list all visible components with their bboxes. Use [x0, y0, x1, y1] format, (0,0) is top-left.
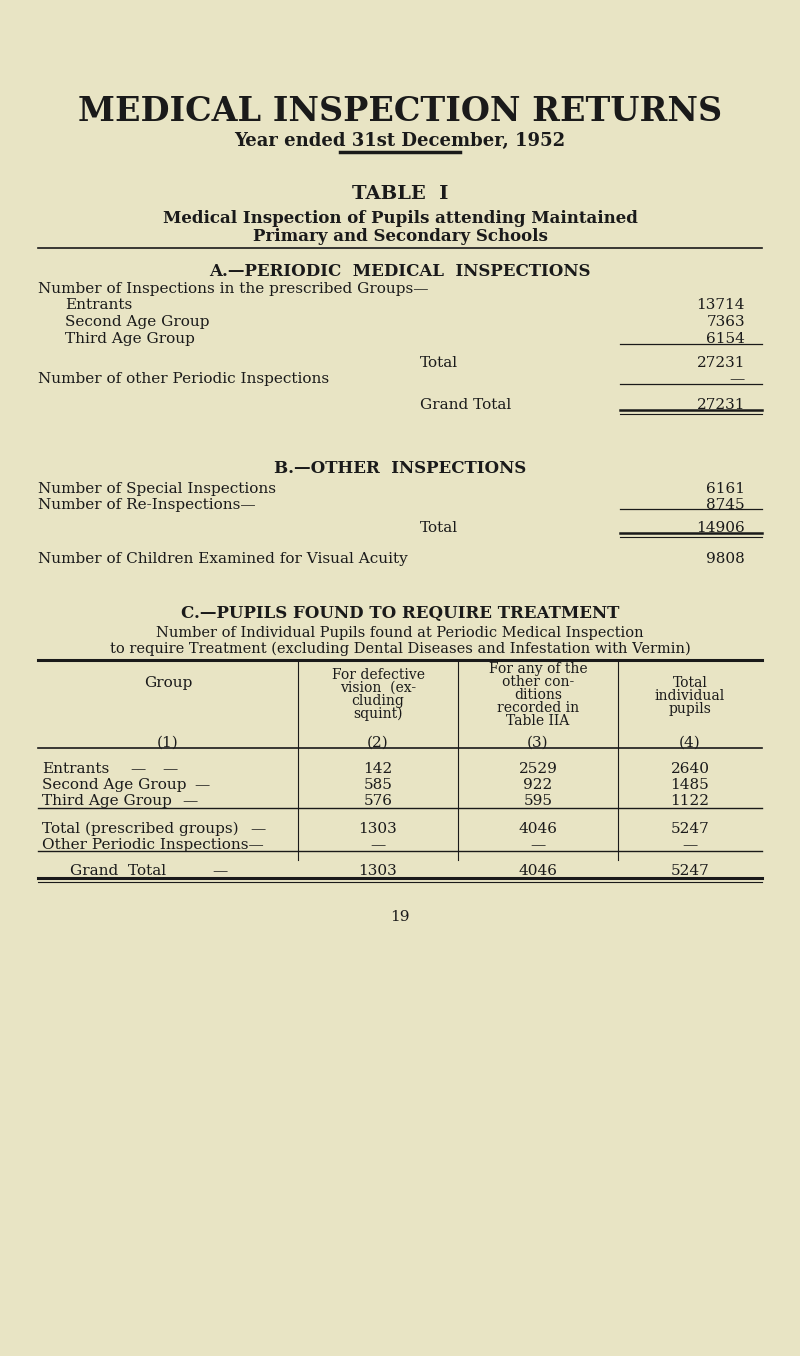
Text: 922: 922: [523, 778, 553, 792]
Text: 14906: 14906: [696, 521, 745, 536]
Text: 585: 585: [363, 778, 393, 792]
Text: Group: Group: [144, 677, 192, 690]
Text: —: —: [370, 838, 386, 852]
Text: Table IIA: Table IIA: [506, 715, 570, 728]
Text: (4): (4): [679, 736, 701, 750]
Text: Total: Total: [420, 521, 458, 536]
Text: For defective: For defective: [331, 669, 425, 682]
Text: Primary and Secondary Schools: Primary and Secondary Schools: [253, 228, 547, 245]
Text: Third Age Group: Third Age Group: [42, 795, 172, 808]
Text: —: —: [162, 762, 178, 776]
Text: Number of Special Inspections: Number of Special Inspections: [38, 481, 276, 496]
Text: Number of Individual Pupils found at Periodic Medical Inspection: Number of Individual Pupils found at Per…: [156, 626, 644, 640]
Text: C.—PUPILS FOUND TO REQUIRE TREATMENT: C.—PUPILS FOUND TO REQUIRE TREATMENT: [181, 605, 619, 622]
Text: Medical Inspection of Pupils attending Maintained: Medical Inspection of Pupils attending M…: [162, 210, 638, 226]
Text: A.—PERIODIC  MEDICAL  INSPECTIONS: A.—PERIODIC MEDICAL INSPECTIONS: [210, 263, 590, 279]
Text: (3): (3): [527, 736, 549, 750]
Text: 6161: 6161: [706, 481, 745, 496]
Text: 6154: 6154: [706, 332, 745, 346]
Text: Entrants: Entrants: [65, 298, 132, 312]
Text: 19: 19: [390, 910, 410, 923]
Text: Second Age Group: Second Age Group: [65, 315, 210, 330]
Text: to require Treatment (excluding Dental Diseases and Infestation with Vermin): to require Treatment (excluding Dental D…: [110, 641, 690, 656]
Text: 2529: 2529: [518, 762, 558, 776]
Text: Other Periodic Inspections—: Other Periodic Inspections—: [42, 838, 264, 852]
Text: 5247: 5247: [670, 864, 710, 877]
Text: 1303: 1303: [358, 822, 398, 837]
Text: 8745: 8745: [706, 498, 745, 513]
Text: 5247: 5247: [670, 822, 710, 837]
Text: Number of Re-Inspections—: Number of Re-Inspections—: [38, 498, 256, 513]
Text: other con-: other con-: [502, 675, 574, 689]
Text: 1485: 1485: [670, 778, 710, 792]
Text: 576: 576: [363, 795, 393, 808]
Text: 142: 142: [363, 762, 393, 776]
Text: Third Age Group: Third Age Group: [65, 332, 195, 346]
Text: Total: Total: [673, 677, 707, 690]
Text: —: —: [194, 778, 210, 792]
Text: —: —: [130, 762, 146, 776]
Text: —: —: [730, 372, 745, 386]
Text: For any of the: For any of the: [489, 662, 587, 677]
Text: Total (prescribed groups): Total (prescribed groups): [42, 822, 238, 837]
Text: —: —: [212, 864, 227, 877]
Text: Total: Total: [420, 357, 458, 370]
Text: Number of other Periodic Inspections: Number of other Periodic Inspections: [38, 372, 329, 386]
Text: Grand  Total: Grand Total: [70, 864, 166, 877]
Text: 9808: 9808: [706, 552, 745, 565]
Text: ditions: ditions: [514, 687, 562, 702]
Text: —: —: [530, 838, 546, 852]
Text: recorded in: recorded in: [497, 701, 579, 715]
Text: Number of Inspections in the prescribed Groups—: Number of Inspections in the prescribed …: [38, 282, 429, 296]
Text: 4046: 4046: [518, 822, 558, 837]
Text: 27231: 27231: [697, 357, 745, 370]
Text: Grand Total: Grand Total: [420, 399, 511, 412]
Text: cluding: cluding: [351, 694, 405, 708]
Text: individual: individual: [655, 689, 725, 702]
Text: Number of Children Examined for Visual Acuity: Number of Children Examined for Visual A…: [38, 552, 408, 565]
Text: 2640: 2640: [670, 762, 710, 776]
Text: 27231: 27231: [697, 399, 745, 412]
Text: —: —: [250, 822, 266, 837]
Text: (1): (1): [157, 736, 179, 750]
Text: 1122: 1122: [670, 795, 710, 808]
Text: Year ended 31st December, 1952: Year ended 31st December, 1952: [234, 132, 566, 151]
Text: 13714: 13714: [697, 298, 745, 312]
Text: Second Age Group: Second Age Group: [42, 778, 186, 792]
Text: (2): (2): [367, 736, 389, 750]
Text: 4046: 4046: [518, 864, 558, 877]
Text: TABLE  I: TABLE I: [352, 184, 448, 203]
Text: vision  (ex-: vision (ex-: [340, 681, 416, 696]
Text: 7363: 7363: [706, 315, 745, 330]
Text: squint): squint): [354, 706, 402, 721]
Text: 1303: 1303: [358, 864, 398, 877]
Text: 595: 595: [523, 795, 553, 808]
Text: Entrants: Entrants: [42, 762, 110, 776]
Text: —: —: [182, 795, 198, 808]
Text: B.—OTHER  INSPECTIONS: B.—OTHER INSPECTIONS: [274, 460, 526, 477]
Text: pupils: pupils: [669, 702, 711, 716]
Text: —: —: [682, 838, 698, 852]
Text: MEDICAL INSPECTION RETURNS: MEDICAL INSPECTION RETURNS: [78, 95, 722, 127]
